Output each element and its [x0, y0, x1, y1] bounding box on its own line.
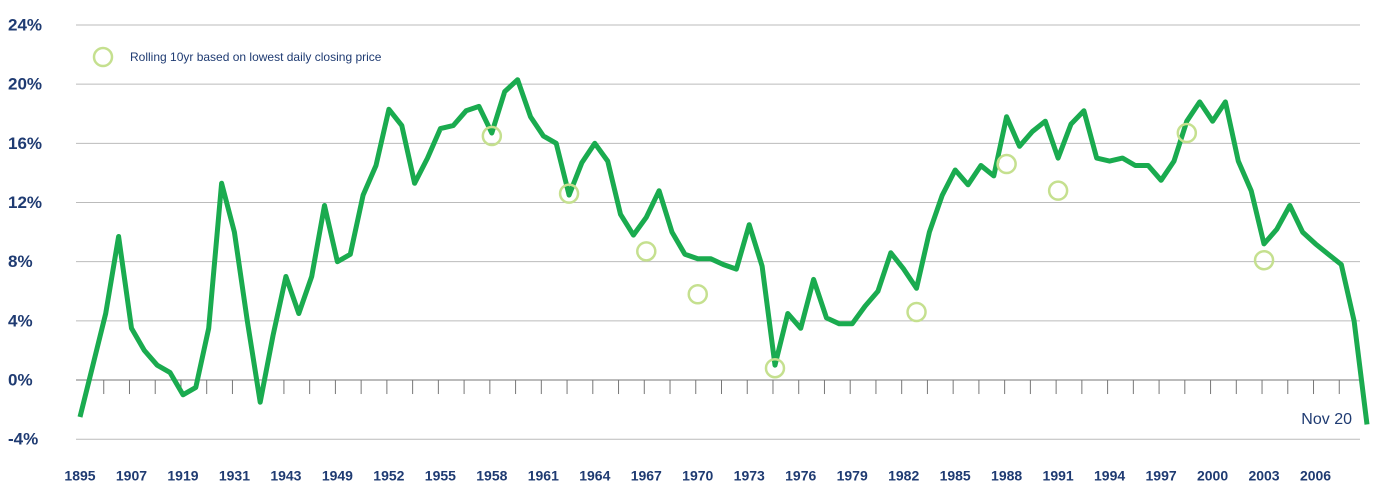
- marker: [764, 357, 786, 379]
- x-tick-label: 1967: [631, 468, 662, 484]
- x-tick-label: 1895: [64, 468, 95, 484]
- x-tick-label: 1958: [476, 468, 507, 484]
- x-tick-label: 1970: [682, 468, 713, 484]
- x-tick-label: 1985: [940, 468, 971, 484]
- marker: [636, 241, 657, 262]
- x-tick-label: 1955: [425, 468, 456, 484]
- x-tick-label: 1943: [270, 468, 301, 484]
- y-tick-label: 4%: [8, 311, 33, 330]
- legend-marker: [92, 46, 114, 68]
- legend-label: Rolling 10yr based on lowest daily closi…: [130, 50, 382, 64]
- x-tick-label: 1976: [785, 468, 816, 484]
- x-tick-label: 1973: [734, 468, 765, 484]
- x-tick-label: 1919: [167, 468, 198, 484]
- y-tick-label: 12%: [8, 193, 42, 212]
- x-tick-label: 1931: [219, 468, 250, 484]
- marker: [1253, 249, 1275, 271]
- line: [77, 77, 1370, 425]
- x-tick-label: 2003: [1248, 468, 1279, 484]
- x-tick-label: 1979: [837, 468, 868, 484]
- x-tick-label: 1964: [579, 468, 610, 484]
- x-tick-label: 1961: [528, 468, 559, 484]
- marker: [687, 283, 709, 305]
- marker: [558, 183, 580, 204]
- marker: [906, 301, 927, 323]
- annotation: Nov 20: [1301, 411, 1352, 428]
- y-tick-label: -4%: [8, 430, 38, 449]
- y-tick-label: 24%: [8, 15, 42, 34]
- x-tick-label: 2006: [1300, 468, 1331, 484]
- x-tick-label: 2000: [1197, 468, 1228, 484]
- x-tick-label: 1949: [322, 468, 353, 484]
- x-tick-label: 1982: [888, 468, 919, 484]
- y-tick-label: 8%: [8, 252, 33, 271]
- y-tick-label: 0%: [8, 371, 33, 390]
- y-tick-label: 16%: [8, 134, 42, 153]
- x-tick-label: 1994: [1094, 468, 1125, 484]
- x-tick-label: 1988: [991, 468, 1022, 484]
- x-tick-label: 1952: [373, 468, 404, 484]
- marker: [1047, 180, 1069, 201]
- y-tick-label: 20%: [8, 75, 42, 94]
- x-tick-label: 1907: [116, 468, 147, 484]
- marker: [996, 153, 1017, 175]
- x-tick-label: 1997: [1146, 468, 1177, 484]
- marker: [1176, 122, 1198, 144]
- marker: [481, 125, 503, 147]
- x-tick-label: 1991: [1043, 468, 1074, 484]
